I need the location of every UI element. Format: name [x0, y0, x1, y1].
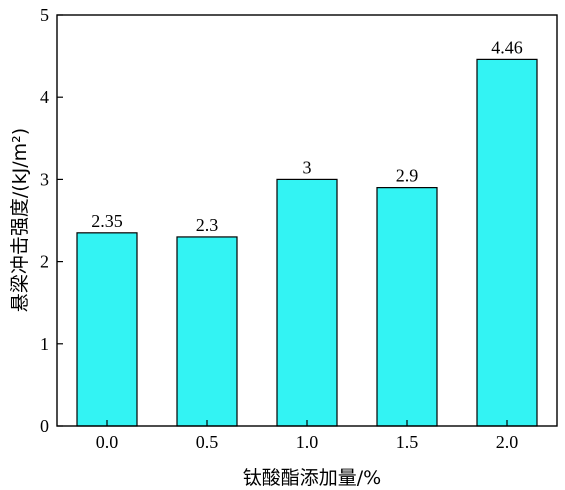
x-tick-label-0.0: 0.0	[96, 432, 119, 452]
bar-0.0	[76, 232, 138, 427]
y-axis-label: 悬梁冲击强度/(kJ/m²)	[9, 128, 31, 312]
x-tick-label-0.5: 0.5	[196, 432, 219, 452]
y-tick-label-2: 2	[40, 252, 49, 272]
y-tick-label-1: 1	[40, 334, 49, 354]
bar-2.0	[476, 58, 538, 427]
y-tick-label-4: 4	[40, 87, 49, 107]
data-label-1.5: 2.9	[396, 166, 419, 186]
bar-1.5	[376, 187, 438, 427]
data-label-2.0: 4.46	[491, 37, 523, 57]
x-tick-label-1.5: 1.5	[396, 432, 419, 452]
data-label-1.0: 3	[303, 157, 312, 177]
bar-1.0	[276, 178, 338, 427]
axes-group: 0 1 2 3 4 5 0.0 0.5 1.0 1.5 2.0	[40, 5, 558, 452]
x-axis-label: 钛酸酯添加量/%	[243, 467, 381, 489]
y-tick-label-3: 3	[40, 169, 49, 189]
bars-group	[76, 58, 538, 427]
data-labels-group: 2.35 2.3 3 2.9 4.46	[91, 37, 523, 235]
data-label-0.0: 2.35	[91, 211, 123, 231]
y-tick-label-0: 0	[40, 416, 49, 436]
x-tick-label-1.0: 1.0	[296, 432, 319, 452]
x-tick-label-2.0: 2.0	[496, 432, 519, 452]
data-label-0.5: 2.3	[196, 215, 219, 235]
bar-0.5	[176, 236, 238, 427]
y-tick-label-5: 5	[40, 5, 49, 25]
